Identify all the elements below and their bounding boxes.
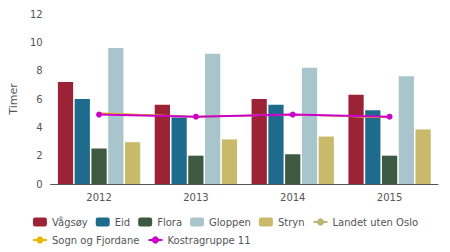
svg-text:Kostragruppe 11: Kostragruppe 11 <box>167 235 250 246</box>
svg-text:Flora: Flora <box>157 217 182 228</box>
svg-text:2012: 2012 <box>86 192 111 203</box>
svg-text:2: 2 <box>36 150 42 161</box>
svg-text:Vågsøy: Vågsøy <box>52 216 88 228</box>
svg-text:2014: 2014 <box>280 192 305 203</box>
svg-text:2015: 2015 <box>377 192 402 203</box>
svg-text:8: 8 <box>36 65 42 76</box>
svg-text:Gloppen: Gloppen <box>209 217 251 228</box>
svg-text:2013: 2013 <box>183 192 208 203</box>
svg-text:6: 6 <box>36 94 42 105</box>
svg-text:4: 4 <box>36 122 42 133</box>
svg-text:0: 0 <box>36 179 42 190</box>
svg-text:12: 12 <box>30 9 43 20</box>
svg-text:Stryn: Stryn <box>278 217 305 228</box>
svg-text:Sogn og Fjordane: Sogn og Fjordane <box>52 235 140 246</box>
svg-text:Landet uten Oslo: Landet uten Oslo <box>333 217 419 228</box>
svg-text:Eid: Eid <box>115 217 130 228</box>
svg-text:10: 10 <box>30 37 43 48</box>
svg-text:Timer: Timer <box>7 83 20 116</box>
